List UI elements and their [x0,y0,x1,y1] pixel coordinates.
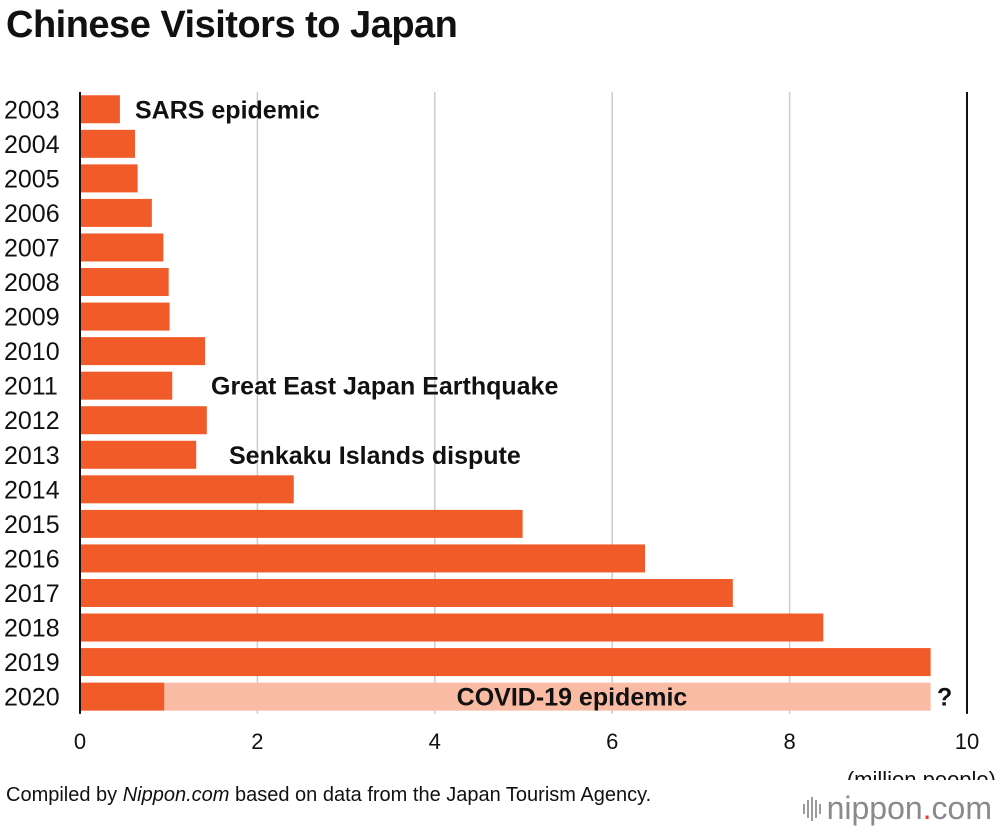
bar-2009 [80,302,170,331]
annotation-covid: COVID-19 epidemic [457,684,688,712]
bar-2014 [80,475,294,504]
category-label-2008: 2008 [4,269,60,297]
x-tick-label-0: 0 [74,729,86,754]
nippon-logo: nippon.com [802,790,992,827]
category-label-2014: 2014 [4,476,60,504]
x-tick-label-2: 2 [251,729,263,754]
logo-dot: . [922,790,932,826]
chart-title: Chinese Visitors to Japan [6,4,458,46]
logo-mark-icon [802,796,821,821]
category-label-2005: 2005 [4,165,60,193]
category-label-2017: 2017 [4,580,60,608]
annotation-senkaku: Senkaku Islands dispute [229,442,521,470]
bar-2019 [80,648,931,677]
x-axis-label: (million people) [847,767,996,780]
bar-2005 [80,164,138,193]
bar-2016 [80,544,646,573]
bar-2006 [80,198,152,227]
source-name: Nippon.com [122,784,230,806]
x-tick-label-4: 4 [429,729,441,754]
logo-tld: com [931,790,992,826]
source-note: Compiled by Nippon.com based on data fro… [6,782,651,808]
category-label-2018: 2018 [4,615,60,643]
bar-2015 [80,509,523,538]
category-label-2004: 2004 [4,131,60,159]
x-tick-label-6: 6 [606,729,618,754]
bar-2013 [80,440,197,469]
category-label-2016: 2016 [4,545,60,573]
bar-chart: 2003200420052006200720082009201020112012… [4,92,996,780]
bar-2003 [80,95,120,124]
logo-name: nippon [826,790,923,826]
source-prefix: Compiled by [6,784,123,806]
bar-2017 [80,578,733,607]
source-suffix: based on data from the Japan Tourism Age… [229,784,652,806]
category-label-2011: 2011 [4,373,58,401]
bar-shortfall-2020 [164,682,931,711]
category-label-2007: 2007 [4,234,60,262]
x-tick-label-8: 8 [783,729,795,754]
category-label-2013: 2013 [4,442,60,470]
category-label-2006: 2006 [4,200,60,228]
bar-2020 [80,682,165,711]
category-label-2012: 2012 [4,407,60,435]
bar-2012 [80,406,207,435]
category-label-2009: 2009 [4,304,60,332]
annotation-question: ? [937,684,952,712]
bar-2007 [80,233,164,262]
category-label-2010: 2010 [4,338,60,366]
bar-2008 [80,268,169,297]
x-tick-label-10: 10 [955,729,979,754]
bar-2004 [80,129,135,158]
category-label-2020: 2020 [4,684,60,712]
bar-2018 [80,613,824,642]
annotation-sars: SARS epidemic [135,96,320,124]
bar-2011 [80,371,173,400]
annotation-earthquake: Great East Japan Earthquake [211,373,558,401]
bar-2010 [80,337,206,366]
category-label-2019: 2019 [4,649,60,677]
category-label-2015: 2015 [4,511,60,539]
category-label-2003: 2003 [4,96,60,124]
